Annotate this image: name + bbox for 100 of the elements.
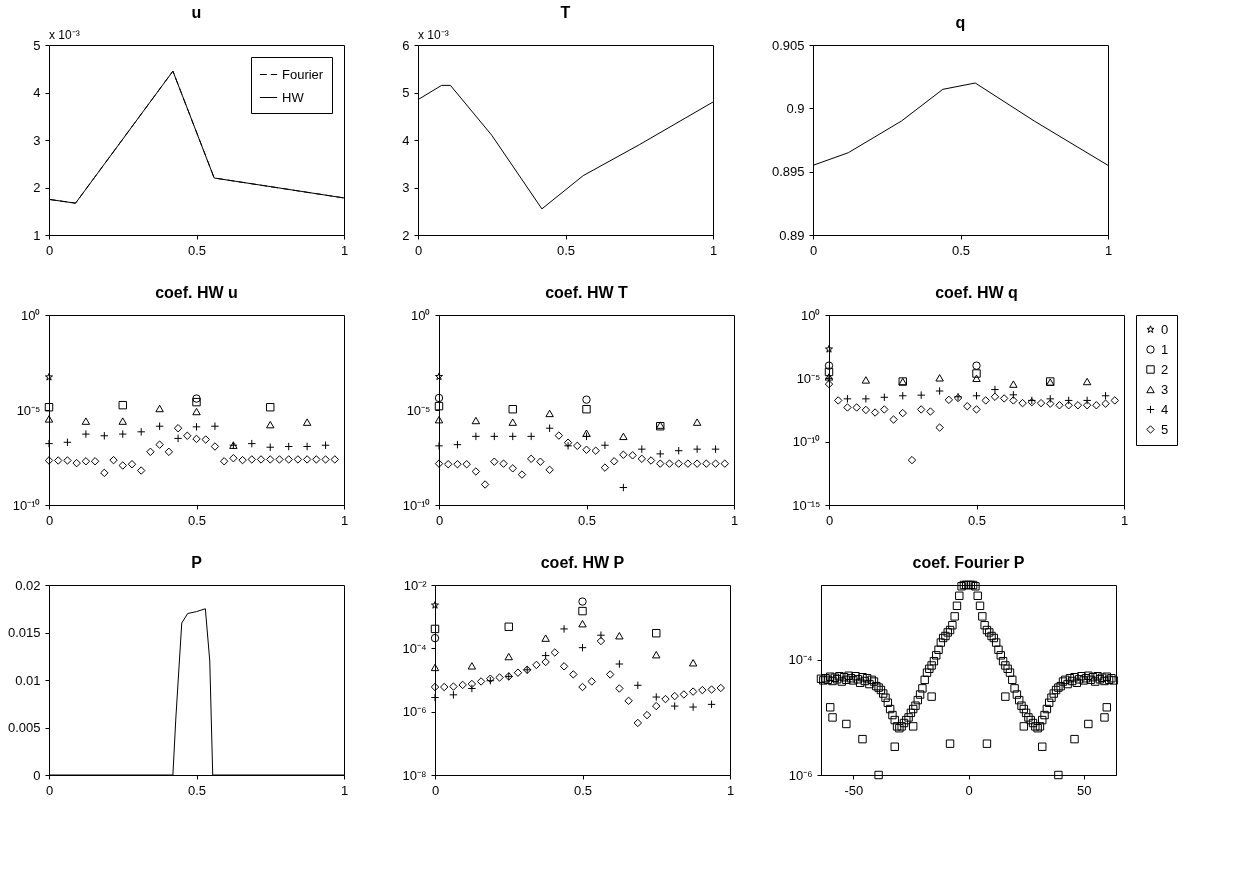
chart-title: q [955,14,966,31]
y-tick-label: 4 [402,132,410,148]
y-tick-label: 2 [33,180,41,195]
x-tick-label: 0 [825,512,834,528]
point [44,372,54,381]
point [434,393,444,403]
y-tick-label: 10⁻⁵ [16,402,41,418]
x-tick-label: 0.5 [951,242,971,258]
x-tick-label: 0.5 [967,512,987,528]
y-tick-label: 10⁻⁵ [406,402,431,418]
y-tick-label: 0.9 [786,100,805,116]
y-tick-label: 10⁰ [411,307,431,323]
x-tick-label: 0.5 [556,242,576,258]
legend-label: Fourier [282,66,324,82]
point [430,601,440,609]
point [861,376,871,384]
point [824,367,834,377]
legend-label: 2 [1161,361,1169,377]
point [972,361,981,370]
y-tick-label: 6 [402,37,410,53]
y-tick-label: 10⁻¹⁵ [792,497,821,513]
point [192,394,201,403]
point [430,624,440,634]
point [118,400,127,410]
point [430,663,440,672]
x-tick-label: 50 [1077,782,1092,798]
y-tick-label: 1 [33,227,41,243]
point [508,418,517,426]
y-tick-label: 10⁻¹⁰ [402,497,431,513]
point [578,597,587,606]
y-tick-label: 0.015 [7,625,41,640]
point [619,432,628,441]
y-tick-label: 3 [402,180,410,195]
point [935,374,944,382]
y-tick-label: 2 [402,227,410,243]
x-tick-label: 0 [435,512,444,528]
point [434,415,444,424]
point [471,416,481,425]
point [192,397,201,407]
x-tick-label: 0 [45,242,54,258]
y-tick-label: 10⁻⁶ [402,704,427,720]
point [192,407,201,416]
y-tick-label: 10⁻⁸ [402,767,427,783]
point [430,633,440,643]
y-tick-label: 5 [33,37,41,53]
point [578,619,587,628]
x-tick-label: 1 [340,782,349,798]
point [504,622,513,631]
point [824,361,834,370]
y-tick-label: 10⁻² [403,577,428,593]
y-tick-label: 0.895 [771,164,805,180]
x-tick-label: 0 [965,782,973,798]
legend-label: 3 [1161,381,1169,397]
point [508,405,517,414]
x-tick-label: 1 [340,242,349,258]
point [118,417,127,425]
point [582,395,591,404]
point [266,403,275,412]
x-tick-label: 1 [730,512,739,528]
legend-label: 0 [1161,321,1169,337]
chart-title: coef. HW T [545,284,629,301]
point [504,652,513,661]
x-tick-label: 1 [1104,242,1113,258]
y-tick-label: 10⁻⁴ [402,640,427,656]
y-tick-label: 10⁻⁶ [788,767,813,783]
y-tick-label: 0.01 [15,672,41,688]
y-tick-label: 0.905 [771,37,805,53]
point [81,417,91,425]
legend-label: 1 [1161,341,1169,357]
text: x 10⁻³ [49,28,80,42]
y-tick-label: 0.02 [15,577,41,593]
x-tick-label: 1 [340,512,349,528]
legend-label: HW [282,89,305,105]
y-tick-label: 0.89 [779,227,805,243]
text: x 10⁻³ [418,28,449,42]
x-tick-label: 1 [1120,512,1129,528]
y-tick-label: 0.005 [7,720,41,735]
chart-title: coef. HW P [540,554,625,571]
chart-title: u [191,4,202,21]
x-tick-label: 0.5 [187,782,207,798]
x-tick-label: 0.5 [187,512,207,528]
point [434,372,444,381]
chart-title: T [560,4,571,21]
chart-title: coef. HW q [935,284,1018,301]
chart-title: P [191,554,203,571]
point [302,418,312,426]
point [972,369,981,378]
point [972,374,981,383]
point [44,415,54,423]
point [652,650,661,659]
x-tick-label: -50 [844,782,864,798]
point [582,429,591,437]
point [582,405,591,414]
legend-label: 4 [1161,401,1169,417]
x-tick-label: 1 [709,242,718,258]
point [266,420,275,429]
y-tick-label: 10⁻⁵ [796,370,821,386]
y-tick-label: 10⁰ [801,307,821,323]
x-tick-label: 1 [726,782,735,798]
point [652,629,661,638]
